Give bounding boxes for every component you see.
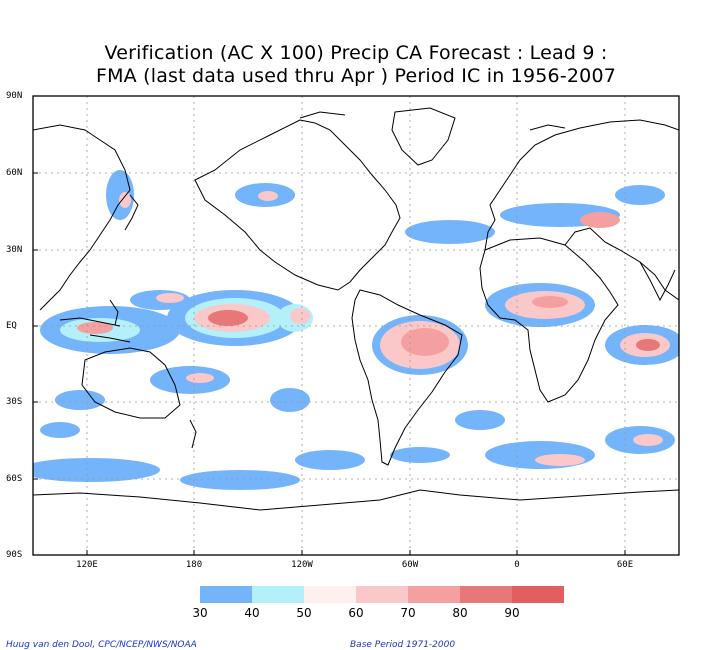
- map-gridlines: [33, 96, 679, 555]
- lat-label-30n: 30N: [6, 245, 23, 255]
- axis-ticks: [33, 95, 626, 555]
- map-area: [33, 96, 679, 555]
- lon-label-120w: 120W: [291, 560, 313, 570]
- lat-label-60s: 60S: [6, 474, 23, 484]
- colorbar-label-70: 70: [400, 606, 416, 620]
- lat-label-eq: EQ: [6, 321, 17, 331]
- lat-label-60n: 60N: [6, 168, 23, 178]
- lon-label-0: 0: [514, 560, 520, 570]
- colorbar-label-60: 60: [348, 606, 364, 620]
- colorbar-swatch-40-50: [252, 586, 304, 603]
- lat-label-90n: 90N: [6, 91, 23, 101]
- lon-label-120e: 120E: [76, 560, 98, 570]
- colorbar-swatch-80-90: [460, 586, 512, 603]
- footer-credit: Huug van den Dool, CPC/NCEP/NWS/NOAA: [6, 640, 197, 650]
- colorbar-label-80: 80: [452, 606, 468, 620]
- coastlines: [33, 107, 679, 511]
- footer-base-period: Base Period 1971-2000: [350, 640, 456, 650]
- colorbar-swatch-90-plus: [512, 586, 564, 603]
- colorbar-label-40: 40: [244, 606, 260, 620]
- chart-title-line-2: FMA (last data used thru Apr ) Period IC…: [95, 65, 617, 87]
- lat-label-30s: 30S: [6, 397, 23, 407]
- lon-label-60w: 60W: [401, 560, 419, 570]
- colorbar-label-30: 30: [192, 606, 208, 620]
- skill-contours: [33, 170, 679, 490]
- colorbar-swatch-30-40: [200, 586, 252, 603]
- colorbar-swatch-60-70: [356, 586, 408, 603]
- colorbar-label-50: 50: [296, 606, 312, 620]
- lon-label-180: 180: [185, 560, 203, 570]
- colorbar-swatch-70-80: [408, 586, 460, 603]
- lat-label-90s: 90S: [6, 550, 23, 560]
- chart-title-line-1: Verification (AC X 100) Precip CA Foreca…: [104, 42, 608, 64]
- lon-label-60e: 60E: [616, 560, 634, 570]
- colorbar-label-90: 90: [504, 606, 520, 620]
- colorbar-swatch-50-60: [304, 586, 356, 603]
